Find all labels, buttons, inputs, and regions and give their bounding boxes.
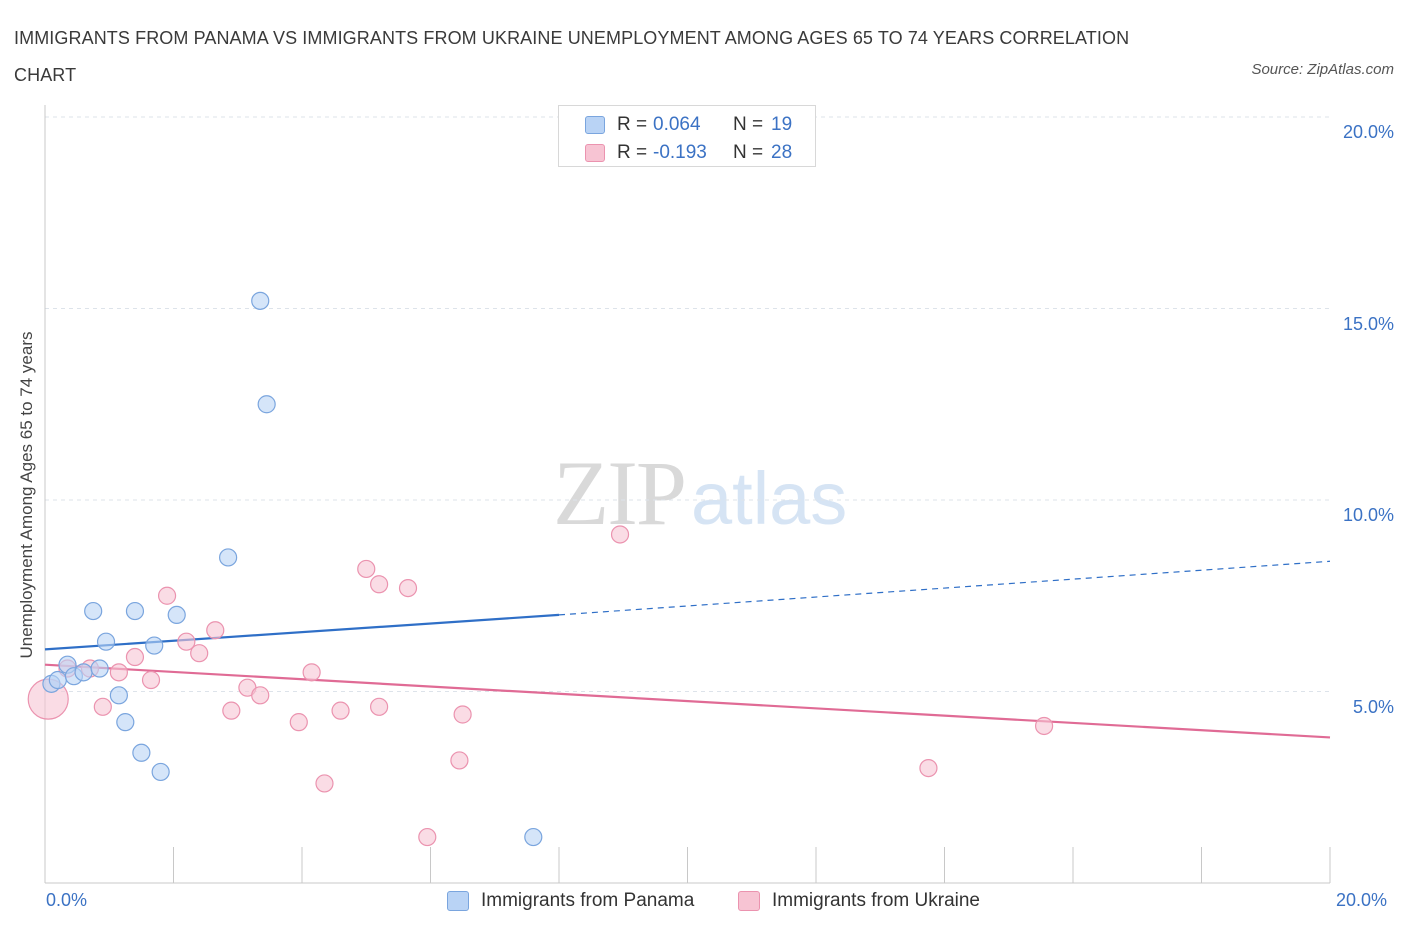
series-legend: Immigrants from Panama Immigrants from U… <box>0 888 1406 918</box>
panama-point-6 <box>90 659 109 678</box>
x-tick-label-min: 0.0% <box>46 890 88 910</box>
panama-point-1 <box>48 670 67 690</box>
panama-trend-line <box>44 613 560 651</box>
axes <box>44 105 1331 884</box>
ukraine-legend-label: Immigrants from Ukraine <box>772 890 980 911</box>
ukraine-point-25 <box>610 525 630 544</box>
panama-point-13 <box>151 762 170 782</box>
n-label: N = <box>733 114 764 135</box>
ukraine-point-9 <box>190 644 209 663</box>
ukraine-point-3 <box>93 697 112 716</box>
ukraine-point-26 <box>919 758 938 778</box>
ukraine-point-17 <box>331 701 350 720</box>
panama-point-7 <box>96 632 116 651</box>
ukraine-point-27 <box>1034 716 1054 736</box>
y-axis-label-container: Unemployment Among Ages 65 to 74 years <box>12 300 42 690</box>
panama-point-16 <box>251 291 270 310</box>
ukraine-point-6 <box>141 670 161 690</box>
ukraine-point-14 <box>289 713 308 732</box>
x-tick-label-max: 20.0% <box>1336 890 1388 910</box>
ukraine-point-15 <box>302 663 321 682</box>
y-tick-label-1: 10.0% <box>1342 505 1394 525</box>
ukraine-point-20 <box>370 697 389 716</box>
y-tick-label-3: 20.0% <box>1342 122 1394 142</box>
ukraine-point-8 <box>177 632 196 651</box>
n-value: 28 <box>771 142 793 163</box>
panama-legend-swatch <box>447 891 469 911</box>
ukraine-point-11 <box>222 701 241 720</box>
ukraine-point-4 <box>109 663 128 682</box>
ukraine-point-10 <box>206 621 225 640</box>
ukraine-point-7 <box>157 586 177 605</box>
ukraine-point-21 <box>398 578 418 598</box>
y-axis-label: Unemployment Among Ages 65 to 74 years <box>17 331 36 659</box>
r-value: -0.193 <box>653 142 707 163</box>
panama-point-4 <box>74 663 93 682</box>
ukraine-point-23 <box>450 751 469 770</box>
n-value: 19 <box>771 114 793 135</box>
y-tick-label-2: 15.0% <box>1342 313 1394 334</box>
ukraine-legend-swatch <box>738 891 760 911</box>
ukraine-point-18 <box>357 559 376 579</box>
panama-trend-extension <box>558 560 1331 616</box>
r-value: 0.064 <box>653 114 701 135</box>
r-label: R = <box>617 114 648 135</box>
grid-lines <box>45 116 1330 692</box>
panama-point-10 <box>125 601 145 621</box>
ukraine-point-13 <box>251 686 270 705</box>
panama-legend-label: Immigrants from Panama <box>481 890 695 911</box>
ukraine-point-5 <box>125 647 145 667</box>
ukraine-point-16 <box>315 774 334 793</box>
panama-point-9 <box>116 713 135 732</box>
ukraine-point-19 <box>370 575 389 594</box>
legend-row-ukraine: R = -0.193 N = 28 <box>559 139 815 167</box>
correlation-legend: R = 0.064 N = 19 R = -0.193 N = 28 <box>558 105 816 167</box>
ukraine-point-24 <box>453 705 472 724</box>
panama-point-15 <box>219 548 238 567</box>
r-label: R = <box>617 142 648 163</box>
watermark-atlas: atlas <box>691 457 848 540</box>
watermark: ZIPatlas <box>553 440 847 546</box>
panama-point-18 <box>524 827 543 847</box>
legend-row-panama: R = 0.064 N = 19 <box>559 111 815 139</box>
chart-title: IMMIGRANTS FROM PANAMA VS IMMIGRANTS FRO… <box>14 28 1130 85</box>
panama-point-17 <box>257 395 276 414</box>
panama-swatch <box>585 116 605 134</box>
panama-point-14 <box>167 605 186 625</box>
y-tick-label-0: 5.0% <box>1352 696 1394 717</box>
n-label: N = <box>733 142 764 163</box>
ukraine-swatch <box>585 144 605 162</box>
source-credit: Source: ZipAtlas.com <box>1251 61 1394 78</box>
ukraine-point-22 <box>418 827 437 847</box>
data-points <box>27 291 1054 847</box>
ukraine-trend-line <box>44 663 1331 739</box>
panama-point-11 <box>132 743 151 762</box>
panama-point-12 <box>145 636 164 655</box>
panama-point-8 <box>109 686 128 705</box>
trend-lines <box>44 560 1331 739</box>
panama-point-5 <box>84 601 103 621</box>
